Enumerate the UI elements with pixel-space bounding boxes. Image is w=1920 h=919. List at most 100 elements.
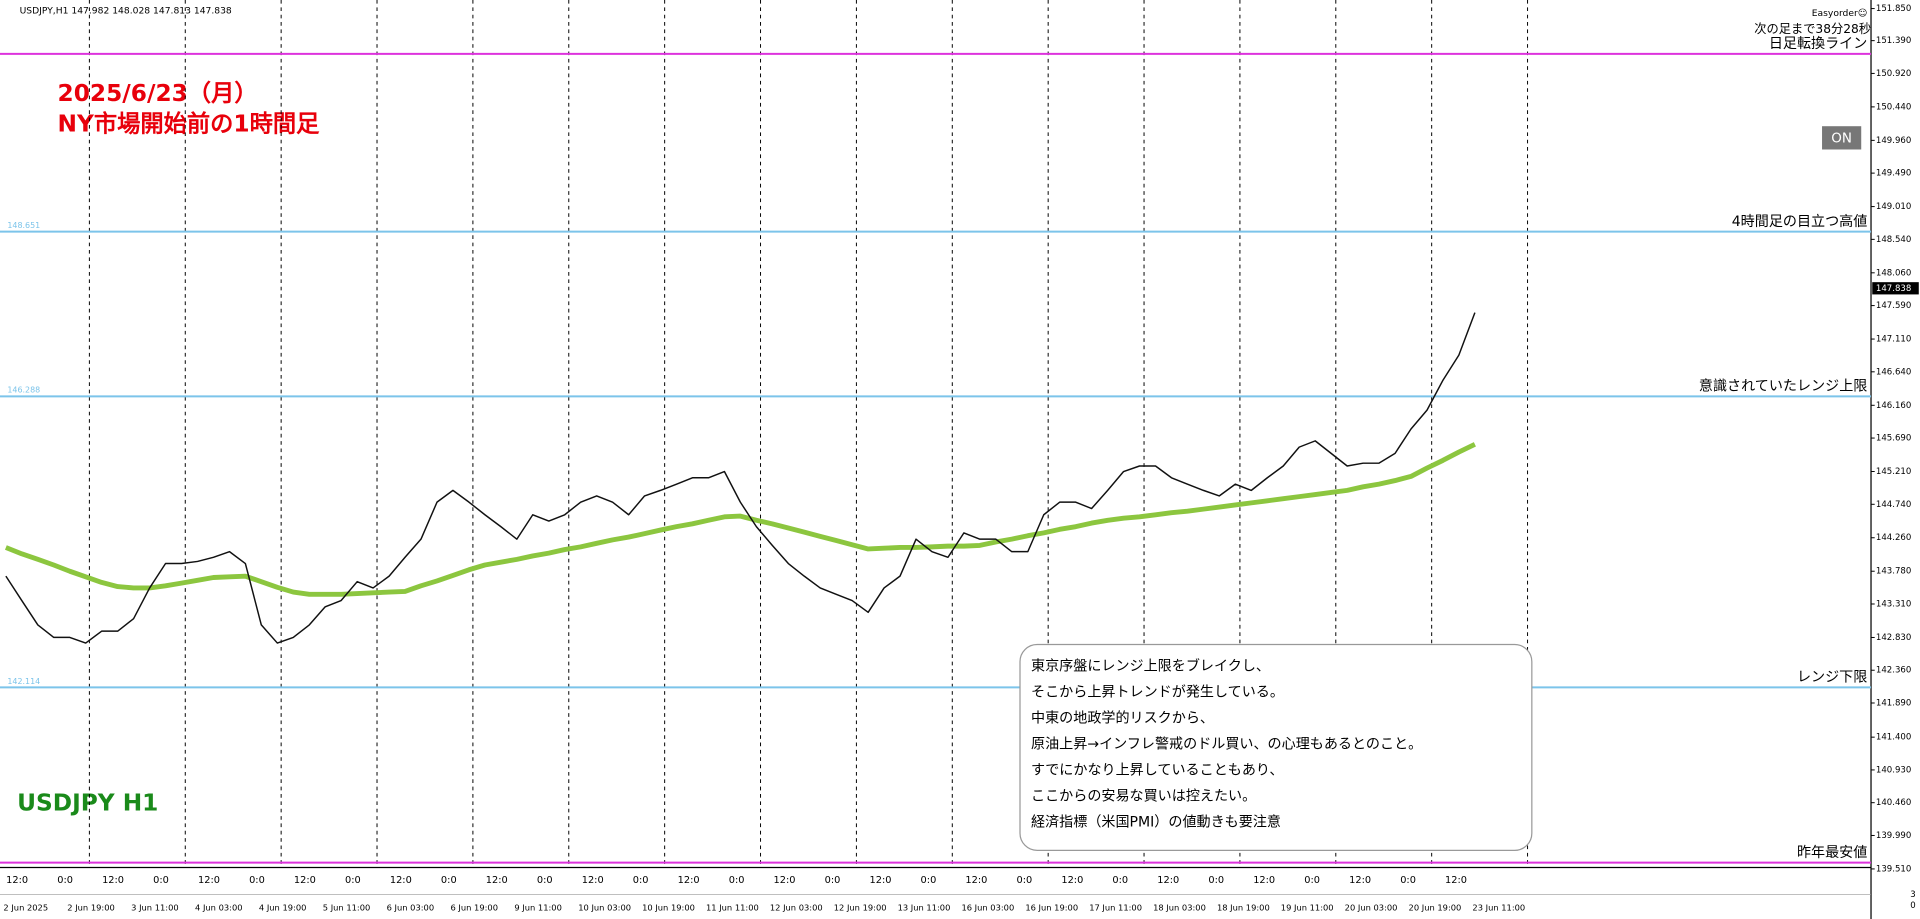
x-tick-label: 16 Jun 03:00 bbox=[961, 902, 1014, 912]
x-tick-label: 13 Jun 11:00 bbox=[898, 902, 951, 912]
note-line: 経済指標（米国PMI）の値動きも要注意 bbox=[1031, 813, 1281, 830]
level-label: 意識されていたレンジ上限 bbox=[1699, 378, 1867, 395]
x-tick-label: 17 Jun 11:00 bbox=[1089, 902, 1142, 912]
y-tick-label: 144.740 bbox=[1876, 500, 1911, 510]
x-tick-label: 2 Jun 19:00 bbox=[67, 902, 115, 912]
hour-label: 12:0 bbox=[486, 875, 508, 886]
y-tick-label: 148.060 bbox=[1876, 268, 1911, 278]
corner-label: 0 bbox=[1910, 901, 1915, 911]
y-tick-label: 151.850 bbox=[1876, 4, 1911, 14]
y-tick-label: 150.920 bbox=[1876, 69, 1911, 79]
on-button[interactable]: ON bbox=[1822, 126, 1862, 150]
hour-label: 12:0 bbox=[294, 875, 316, 886]
hour-label: 12:0 bbox=[1157, 875, 1179, 886]
chart-title: 2025/6/23（月） bbox=[58, 80, 258, 107]
hour-label: 12:0 bbox=[102, 875, 124, 886]
y-tick-label: 145.210 bbox=[1876, 467, 1911, 477]
x-tick-label: 4 Jun 03:00 bbox=[195, 902, 243, 912]
x-tick-label: 16 Jun 19:00 bbox=[1025, 902, 1078, 912]
x-tick-label: 9 Jun 11:00 bbox=[514, 902, 562, 912]
level-value: 148.651 bbox=[7, 221, 40, 230]
hour-label: 0:0 bbox=[633, 875, 649, 886]
x-tick-label: 3 Jun 11:00 bbox=[131, 902, 179, 912]
level-label: 日足転換ライン bbox=[1769, 36, 1868, 52]
y-tick-label: 146.640 bbox=[1876, 367, 1911, 377]
level-value: 146.288 bbox=[7, 386, 40, 395]
x-tick-label: 12 Jun 19:00 bbox=[834, 902, 887, 912]
hour-label: 0:0 bbox=[1016, 875, 1032, 886]
level-value: 142.114 bbox=[7, 677, 40, 686]
hour-label: 0:0 bbox=[249, 875, 265, 886]
y-tick-label: 141.400 bbox=[1876, 733, 1911, 743]
x-tick-label: 20 Jun 19:00 bbox=[1409, 902, 1462, 912]
x-tick-label: 11 Jun 11:00 bbox=[706, 902, 759, 912]
x-tick-label: 12 Jun 03:00 bbox=[770, 902, 823, 912]
hour-label: 0:0 bbox=[1304, 875, 1320, 886]
y-tick-label: 147.590 bbox=[1876, 301, 1911, 311]
hour-label: 12:0 bbox=[390, 875, 412, 886]
note-line: 中東の地政学的リスクから、 bbox=[1031, 711, 1214, 727]
hour-label: 0:0 bbox=[441, 875, 457, 886]
hour-label: 0:0 bbox=[1208, 875, 1224, 886]
countdown: 次の足まで38分28秒 bbox=[1754, 22, 1871, 36]
y-tick-label: 139.990 bbox=[1876, 831, 1911, 841]
note-line: 原油上昇→インフレ警戒のドル買い、の心理もあるとのこと。 bbox=[1031, 737, 1422, 753]
button-label[interactable]: ON bbox=[1831, 130, 1852, 146]
hour-label: 12:0 bbox=[1253, 875, 1275, 886]
hour-label: 12:0 bbox=[1061, 875, 1083, 886]
y-tick-label: 149.490 bbox=[1876, 169, 1911, 179]
y-tick-label: 146.160 bbox=[1876, 401, 1911, 411]
y-tick-label: 142.830 bbox=[1876, 633, 1911, 643]
moving-average bbox=[4, 442, 1476, 597]
note-box: 東京序盤にレンジ上限をブレイクし、そこから上昇トレンドが発生している。中東の地政… bbox=[1019, 643, 1533, 851]
level-label: 4時間足の目立つ高値 bbox=[1732, 213, 1868, 230]
x-tick-label: 4 Jun 19:00 bbox=[259, 902, 307, 912]
level-label: レンジ下限 bbox=[1797, 670, 1867, 686]
x-tick-label: 5 Jun 11:00 bbox=[323, 902, 371, 912]
y-tick-label: 150.440 bbox=[1876, 102, 1911, 112]
hour-label: 0:0 bbox=[345, 875, 361, 886]
x-tick-label: 18 Jun 19:00 bbox=[1217, 902, 1270, 912]
last-price-box bbox=[1872, 282, 1919, 295]
y-tick-label: 141.890 bbox=[1876, 698, 1911, 708]
y-tick-label: 143.310 bbox=[1876, 599, 1911, 609]
y-tick-label: 149.960 bbox=[1876, 136, 1911, 146]
hour-label: 12:0 bbox=[582, 875, 604, 886]
hour-label: 0:0 bbox=[729, 875, 745, 886]
hour-label: 12:0 bbox=[198, 875, 220, 886]
y-tick-label: 140.460 bbox=[1876, 798, 1911, 808]
button-bg[interactable] bbox=[1822, 126, 1862, 150]
x-tick-label: 10 Jun 03:00 bbox=[578, 902, 631, 912]
x-tick-label: 19 Jun 11:00 bbox=[1281, 902, 1334, 912]
hour-label: 12:0 bbox=[870, 875, 892, 886]
symbol-label: USDJPY H1 bbox=[17, 789, 158, 816]
note-bg bbox=[1019, 643, 1533, 851]
note-text: 東京序盤にレンジ上限をブレイクし、そこから上昇トレンドが発生している。中東の地政… bbox=[1031, 658, 1422, 831]
chart-subtitle: NY市場開始前の1時間足 bbox=[58, 110, 321, 137]
x-tick-label: 20 Jun 03:00 bbox=[1345, 902, 1398, 912]
hour-label: 0:0 bbox=[57, 875, 73, 886]
x-tick-label: 23 Jun 11:00 bbox=[1472, 902, 1525, 912]
y-tick-label: 148.540 bbox=[1876, 235, 1911, 245]
note-line: 東京序盤にレンジ上限をブレイクし、 bbox=[1031, 658, 1270, 675]
y-tick-label: 145.690 bbox=[1876, 434, 1911, 444]
y-tick-label: 139.510 bbox=[1876, 864, 1911, 874]
hour-label: 12:0 bbox=[965, 875, 987, 886]
y-tick-label: 147.110 bbox=[1876, 335, 1911, 345]
price-line bbox=[5, 312, 1476, 644]
hour-label: 0:0 bbox=[1112, 875, 1128, 886]
last-price-label: 147.838 bbox=[1876, 284, 1911, 294]
y-tick-label: 149.010 bbox=[1876, 202, 1911, 212]
y-tick-label: 143.780 bbox=[1876, 567, 1911, 577]
hour-label: 12:0 bbox=[1349, 875, 1371, 886]
x-tick-label: 2 Jun 2025 bbox=[3, 902, 48, 912]
x-tick-label: 18 Jun 03:00 bbox=[1153, 902, 1206, 912]
note-line: ここからの安易な買いは控えたい。 bbox=[1031, 788, 1256, 804]
hour-label: 12:0 bbox=[1445, 875, 1467, 886]
plugin-label: Easyorder☺ bbox=[1812, 8, 1868, 19]
x-tick-label: 6 Jun 03:00 bbox=[387, 902, 435, 912]
